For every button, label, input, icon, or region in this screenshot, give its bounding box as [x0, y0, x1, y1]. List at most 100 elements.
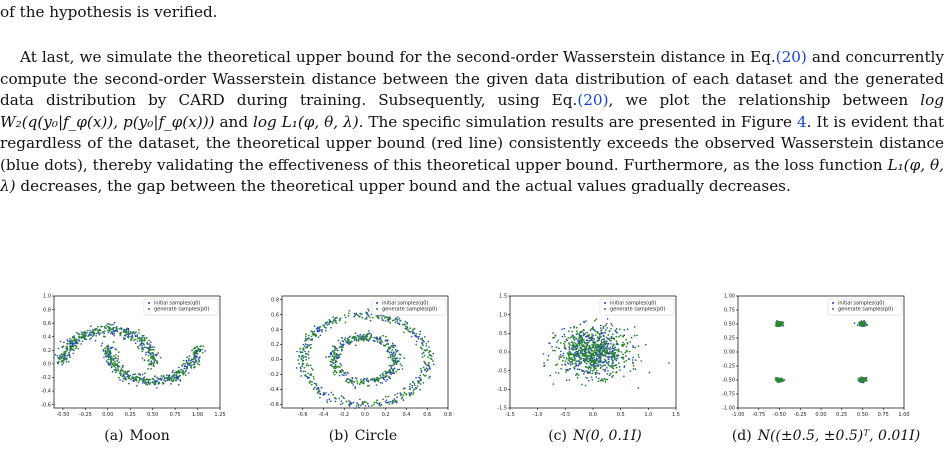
generate-sample-point: [198, 350, 201, 353]
generate-sample-point: [615, 357, 618, 360]
generate-sample-point: [569, 336, 572, 339]
generate-sample-point: [177, 375, 180, 378]
generate-sample-point: [553, 336, 556, 339]
generate-sample-point: [365, 401, 368, 404]
initial-sample-point: [606, 337, 609, 340]
x-tick-label: 0.8: [444, 412, 452, 418]
generate-sample-point: [568, 343, 571, 346]
generate-sample-point: [58, 358, 61, 361]
initial-sample-point: [381, 319, 383, 321]
generate-sample-point: [138, 373, 141, 375]
initial-sample-point: [420, 371, 423, 373]
initial-sample-point: [142, 382, 144, 384]
initial-sample-point: [623, 365, 626, 367]
initial-sample-point: [668, 362, 670, 364]
generate-sample-point: [599, 336, 601, 338]
generate-sample-point: [151, 377, 154, 380]
generate-sample-point: [589, 352, 592, 354]
generate-sample-point: [628, 350, 631, 353]
generate-sample-point: [169, 377, 171, 380]
generate-sample-point: [105, 324, 108, 327]
generate-sample-point: [341, 348, 343, 351]
generate-sample-point: [348, 403, 350, 406]
generate-sample-point: [152, 348, 155, 351]
generate-sample-point: [182, 373, 185, 376]
initial-sample-point: [328, 398, 331, 400]
generate-sample-point: [421, 337, 424, 340]
initial-sample-point: [145, 381, 148, 384]
generate-sample-point: [625, 338, 628, 341]
generate-sample-point: [379, 402, 381, 404]
initial-sample-point: [542, 353, 545, 355]
eq-ref-link[interactable]: (20): [775, 48, 807, 66]
initial-sample-point: [620, 356, 623, 359]
generate-sample-point: [66, 354, 69, 357]
figure-ref-link[interactable]: 4: [796, 112, 807, 131]
generate-sample-point: [593, 356, 596, 359]
x-tick-label: 0.25: [125, 412, 136, 418]
generate-sample-point: [421, 339, 424, 342]
x-tick-label: 0.4: [403, 412, 411, 418]
initial-sample-point: [600, 348, 602, 350]
generate-sample-point: [167, 376, 170, 378]
generate-sample-point: [135, 376, 138, 379]
x-tick-label: -0.5: [560, 412, 570, 418]
generate-sample-point: [574, 348, 576, 351]
generate-sample-point: [194, 358, 197, 361]
generate-sample-point: [387, 370, 390, 373]
generate-sample-point: [391, 364, 394, 367]
generate-sample-point: [357, 338, 360, 341]
generate-sample-point: [64, 350, 67, 353]
initial-sample-point: [415, 376, 417, 379]
generate-sample-point: [369, 316, 371, 319]
initial-sample-point: [68, 354, 71, 357]
initial-sample-point: [335, 397, 337, 400]
initial-sample-point: [316, 329, 319, 332]
generate-sample-point: [392, 346, 395, 349]
generate-sample-point: [601, 378, 603, 380]
initial-sample-point: [353, 315, 355, 318]
initial-sample-point: [345, 374, 347, 376]
initial-sample-point: [113, 369, 115, 371]
initial-sample-point: [320, 386, 323, 389]
generate-sample-point: [340, 343, 343, 346]
initial-sample-point: [111, 346, 114, 349]
initial-sample-point: [364, 318, 366, 320]
generate-sample-point: [555, 364, 557, 366]
initial-sample-point: [600, 333, 602, 335]
generate-sample-point: [610, 357, 613, 360]
generate-sample-point: [75, 345, 78, 348]
generate-sample-point: [113, 365, 115, 368]
y-tick-label: -0.75: [722, 392, 735, 398]
generate-sample-point: [388, 351, 391, 354]
initial-sample-point: [578, 360, 581, 363]
initial-sample-point: [354, 344, 357, 347]
generate-sample-point: [588, 346, 590, 348]
generate-sample-point: [579, 352, 582, 355]
generate-sample-point: [154, 375, 156, 377]
initial-sample-point: [853, 322, 856, 324]
initial-sample-point: [330, 321, 332, 323]
generate-sample-point: [184, 374, 187, 377]
generate-sample-point: [402, 387, 405, 390]
generate-sample-point: [634, 346, 637, 349]
generate-sample-point: [365, 317, 368, 320]
initial-sample-point: [372, 339, 375, 342]
generate-sample-point: [578, 337, 580, 340]
generate-sample-point: [419, 388, 421, 391]
figure-four-gaussians: -1.00 -0.75 -0.50 -0.25 0.00 0.25 0.50 0.75 1.00…: [718, 292, 910, 418]
generate-sample-point: [384, 344, 387, 347]
generate-sample-point: [574, 342, 577, 345]
initial-sample-point: [634, 368, 637, 370]
generate-sample-point: [567, 337, 569, 339]
initial-sample-point: [600, 352, 602, 355]
generate-sample-point: [107, 329, 109, 332]
generate-sample-point: [96, 326, 99, 328]
eq-ref-link-2[interactable]: (20): [577, 91, 609, 109]
initial-sample-point: [548, 342, 550, 344]
generate-sample-point: [117, 355, 120, 358]
generate-sample-point: [604, 351, 606, 354]
generate-sample-point: [399, 363, 402, 365]
generate-sample-point: [585, 357, 587, 360]
initial-sample-point: [389, 316, 391, 318]
